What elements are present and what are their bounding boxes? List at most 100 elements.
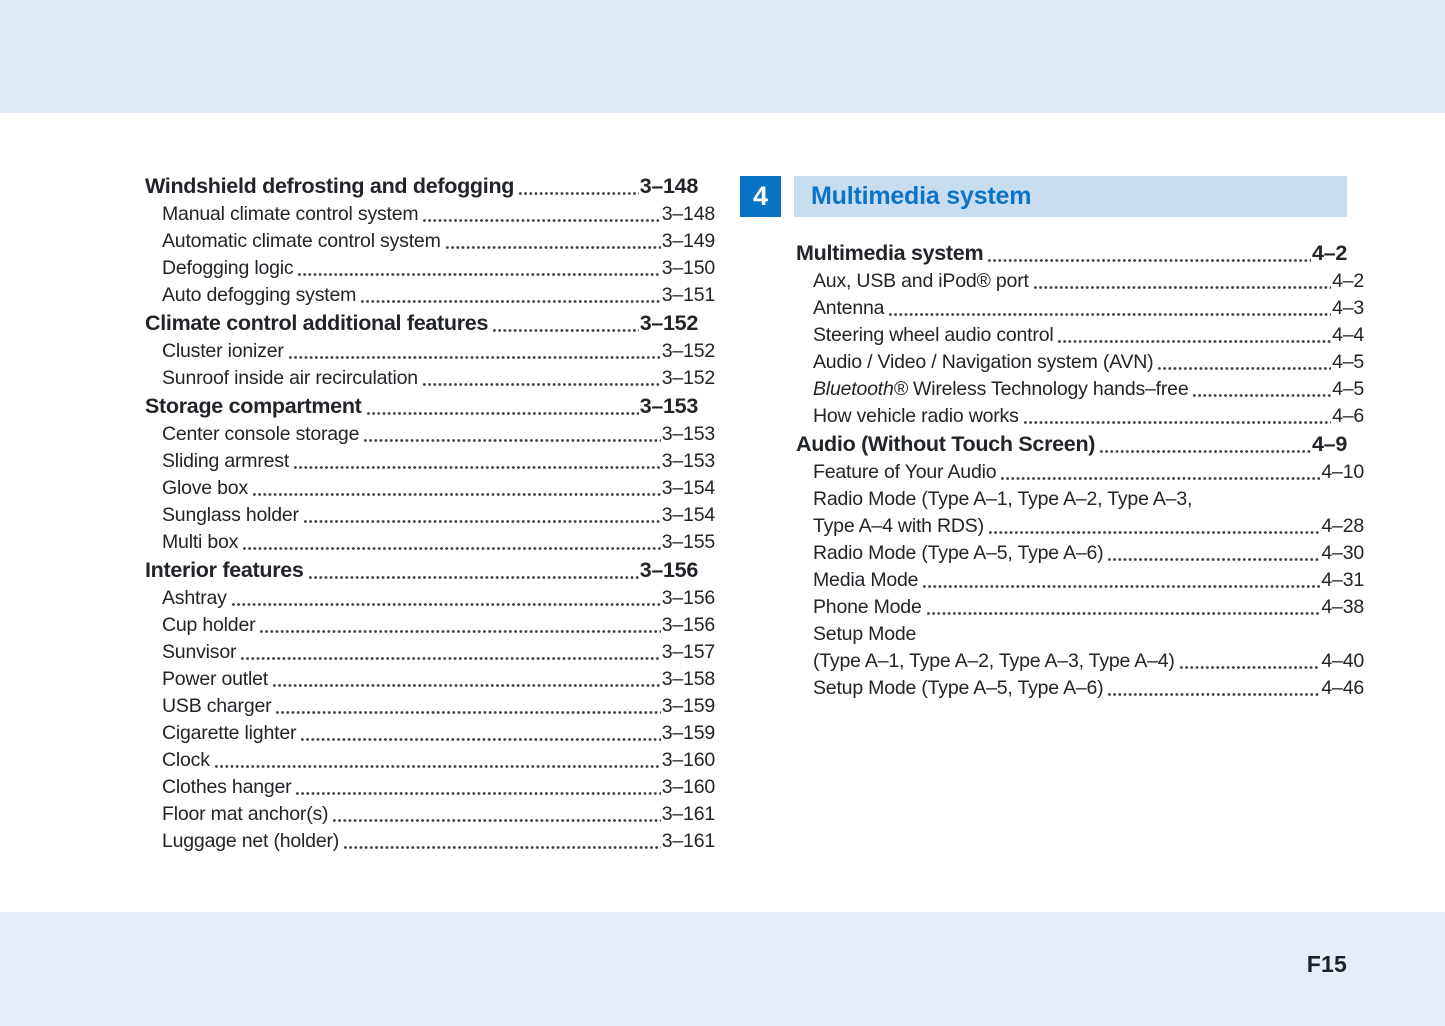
toc-entry: Clothes hanger 3–160	[145, 774, 715, 801]
dot-leader	[1178, 665, 1321, 670]
dot-leader	[297, 272, 661, 277]
dot-leader	[1107, 557, 1321, 562]
toc-entry: Interior features 3–156	[145, 556, 698, 585]
toc-entry-label: Storage compartment	[145, 394, 362, 418]
toc-entry: Power outlet 3–158	[145, 666, 715, 693]
toc-entry-page: 3–159	[661, 722, 715, 744]
toc-entry-label: Multi box	[162, 531, 239, 553]
toc-entry-page: 4–3	[1332, 297, 1364, 319]
toc-entry: Audio / Video / Navigation system (AVN) 4…	[796, 349, 1364, 376]
dot-leader	[1107, 692, 1321, 697]
dot-leader	[240, 656, 661, 661]
dot-leader	[1000, 476, 1321, 481]
toc-entry-label: Glove box	[162, 477, 248, 499]
toc-entry-label: Audio / Video / Navigation system (AVN)	[813, 351, 1154, 373]
dot-leader	[363, 438, 661, 443]
bottom-band	[0, 912, 1445, 1026]
toc-entry-page: 3–161	[661, 803, 715, 825]
toc-entry: Radio Mode (Type A–5, Type A–6) 4–30	[796, 540, 1364, 567]
toc-entry-label: Automatic climate control system	[162, 230, 441, 252]
toc-entry-label: Cup holder	[162, 614, 256, 636]
toc-entry: Media Mode 4–31	[796, 567, 1364, 594]
toc-entry: Ashtray 3–156	[145, 585, 715, 612]
toc-entry-page: 3–156	[661, 614, 715, 636]
toc-entry-page: 3–161	[661, 830, 715, 852]
toc-entry-label: Ashtray	[162, 587, 227, 609]
toc-entry-page: 4–46	[1321, 677, 1364, 699]
toc-entry-page: 4–2	[1312, 241, 1347, 265]
dot-leader	[1057, 339, 1332, 344]
dot-leader	[922, 584, 1321, 589]
toc-entry-page: 3–152	[661, 340, 715, 362]
toc-entry: Audio (Without Touch Screen) 4–9	[796, 430, 1347, 459]
toc-entry: Center console storage 3–153	[145, 421, 715, 448]
toc-entry-page: 3–150	[661, 257, 715, 279]
toc-entry-page: 3–159	[661, 695, 715, 717]
toc-entry-label: Aux, USB and iPod® port	[813, 270, 1029, 292]
dot-leader	[987, 258, 1312, 263]
toc-entry-label: Media Mode	[813, 569, 919, 591]
toc-entry-page: 3–148	[639, 174, 699, 198]
toc-entry-label: Sunroof inside air recirculation	[162, 367, 418, 389]
toc-entry: Floor mat anchor(s) 3–161	[145, 801, 715, 828]
dot-leader	[1032, 285, 1332, 290]
dot-leader	[272, 683, 661, 688]
dot-leader	[421, 382, 661, 387]
dot-leader	[444, 245, 661, 250]
dot-leader	[242, 546, 661, 551]
dot-leader	[259, 629, 661, 634]
dot-leader	[1157, 366, 1332, 371]
toc-entry-page: 4–38	[1321, 596, 1364, 618]
toc-entry: USB charger 3–159	[145, 693, 715, 720]
toc-entry: Cigarette lighter 3–159	[145, 720, 715, 747]
toc-entry-page: 4–2	[1332, 270, 1364, 292]
dot-leader	[422, 218, 661, 223]
chapter-header: 4 Multimedia system	[740, 176, 1347, 217]
toc-entry-label: Setup Mode (Type A–5, Type A–6)	[813, 677, 1104, 699]
toc-entry-label: Power outlet	[162, 668, 268, 690]
dot-leader	[360, 299, 661, 304]
toc-entry-label: Auto defogging system	[162, 284, 357, 306]
toc-entry-page: 3–156	[639, 558, 699, 582]
toc-entry-page: 4–28	[1321, 515, 1364, 537]
toc-entry-page: 3–154	[661, 477, 715, 499]
toc-entry: Sliding armrest 3–153	[145, 448, 715, 475]
toc-entry: Sunvisor 3–157	[145, 639, 715, 666]
dot-leader	[987, 530, 1321, 535]
toc-entry-label: Type A–4 with RDS)	[813, 515, 984, 537]
toc-entry-label: Clock	[162, 749, 210, 771]
toc-entry-label: Luggage net (holder)	[162, 830, 340, 852]
page-number: F15	[1306, 951, 1347, 977]
toc-entry: Glove box 3–154	[145, 475, 715, 502]
toc-entry-page: 4–30	[1321, 542, 1364, 564]
toc-entry-page: 3–152	[661, 367, 715, 389]
dot-leader	[307, 575, 639, 580]
dot-leader	[518, 191, 639, 196]
toc-entry: Auto defogging system 3–151	[145, 282, 715, 309]
toc-entry-page: 3–158	[661, 668, 715, 690]
toc-entry: Automatic climate control system 3–149	[145, 228, 715, 255]
toc-entry: Cup holder 3–156	[145, 612, 715, 639]
toc-entry: Luggage net (holder) 3–161	[145, 828, 715, 855]
toc-entry-page: 3–154	[661, 504, 715, 526]
top-band	[0, 0, 1445, 113]
toc-entry-label: Cigarette lighter	[162, 722, 297, 744]
dot-leader	[1192, 393, 1332, 398]
toc-entry-page: 3–160	[661, 776, 715, 798]
toc-entry-label: Climate control additional features	[145, 311, 489, 335]
dot-leader	[275, 710, 661, 715]
toc-entry: Phone Mode 4–38	[796, 594, 1364, 621]
toc-entry: Steering wheel audio control 4–4	[796, 322, 1364, 349]
toc-entry-label: How vehicle radio works	[813, 405, 1019, 427]
toc-entry-label: Feature of Your Audio	[813, 461, 997, 483]
toc-entry-page: 4–6	[1332, 405, 1364, 427]
toc-entry-page: 4–10	[1321, 461, 1364, 483]
toc-entry-label: Sunglass holder	[162, 504, 299, 526]
toc-entry: Setup Mode (Type A–5, Type A–6) 4–46	[796, 675, 1364, 702]
toc-entry-label: Radio Mode (Type A–1, Type A–2, Type A–3…	[813, 488, 1193, 510]
toc-entry-label: Clothes hanger	[162, 776, 292, 798]
toc-entry-page: 4–5	[1332, 351, 1364, 373]
toc-entry-label: Interior features	[145, 558, 304, 582]
dot-leader	[492, 328, 639, 333]
chapter-title-banner: Multimedia system	[794, 176, 1347, 217]
